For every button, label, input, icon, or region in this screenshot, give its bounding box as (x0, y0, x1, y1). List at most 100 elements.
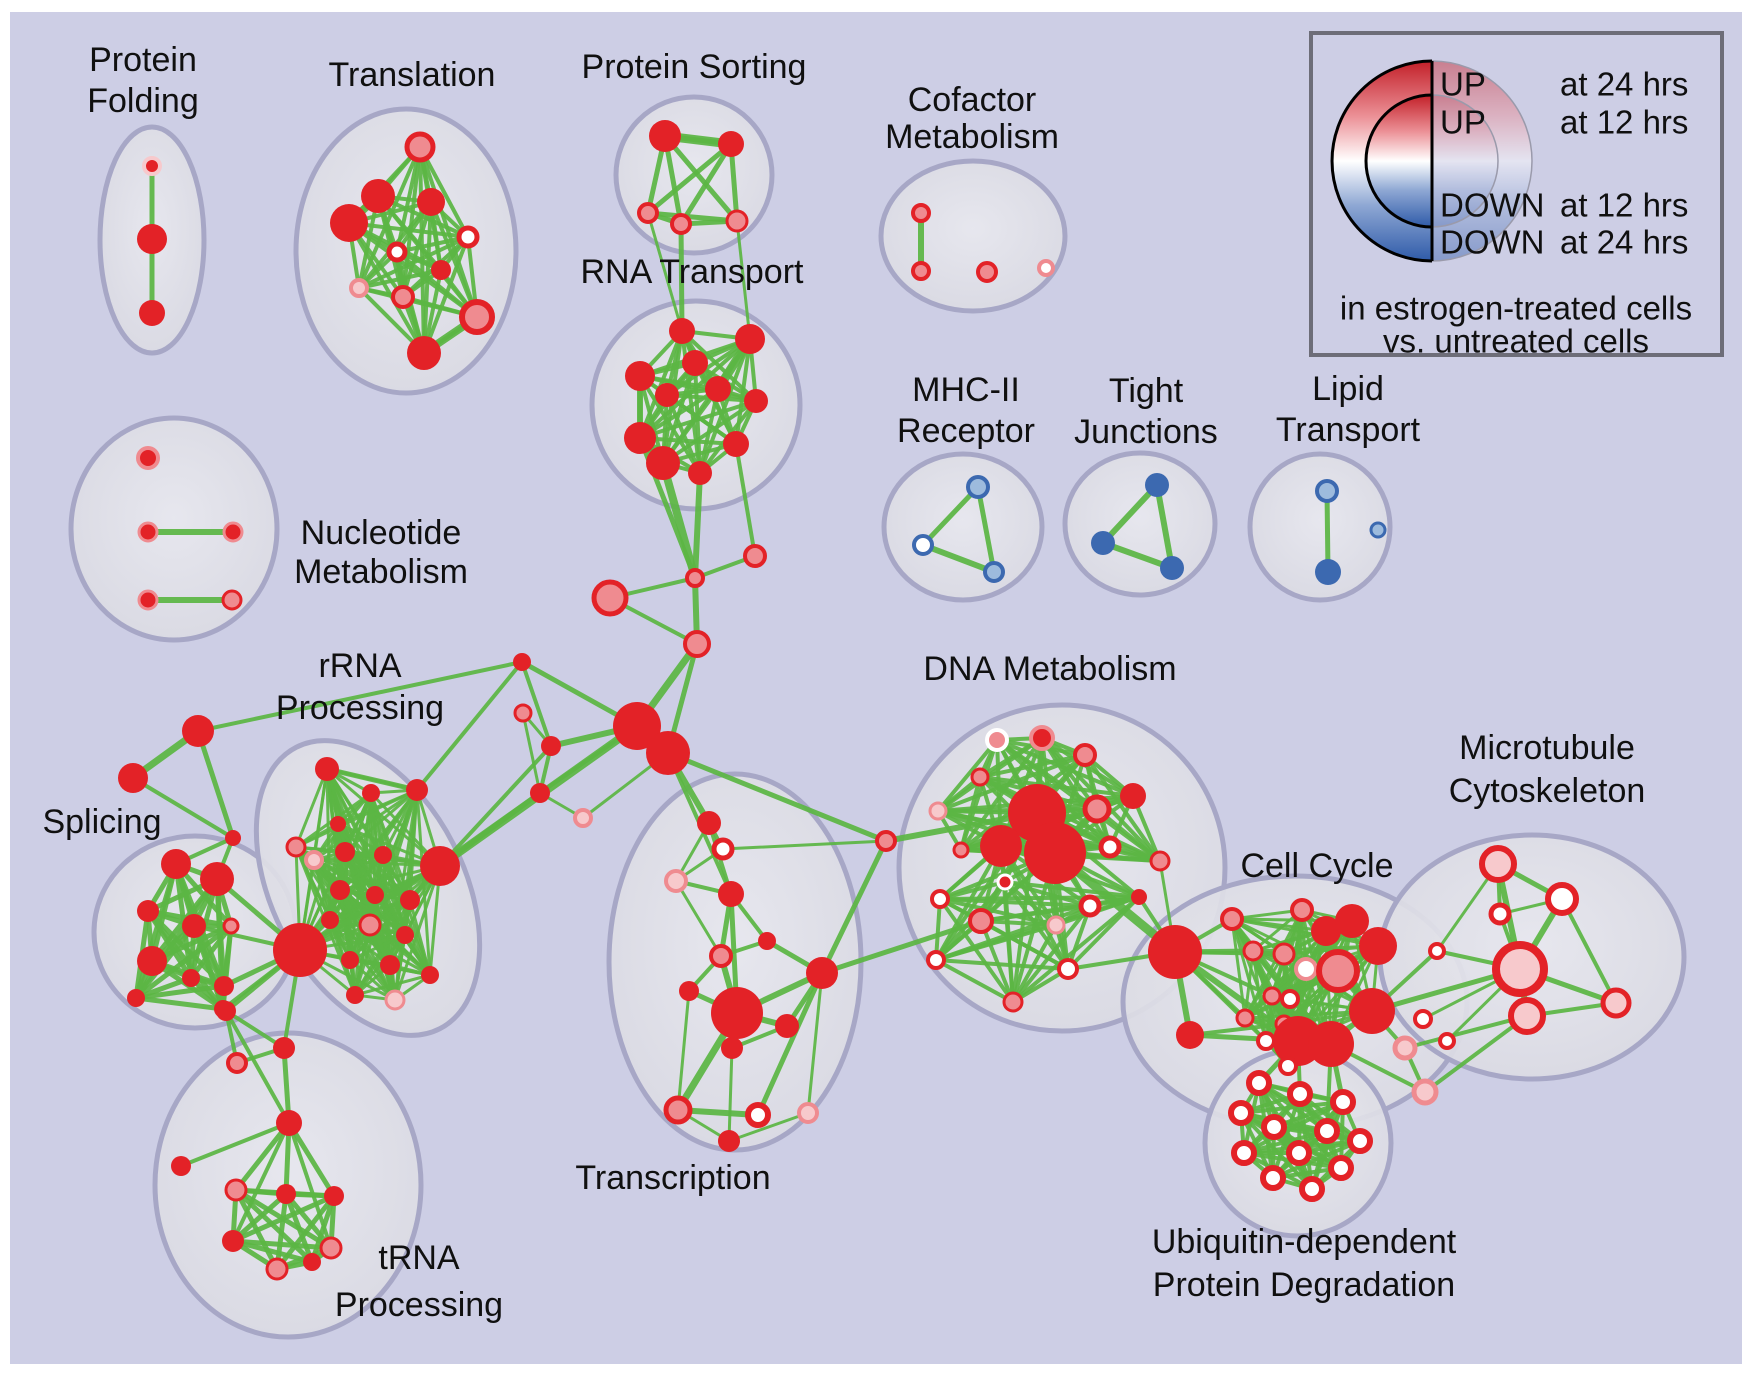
node-MH-0 (966, 475, 990, 499)
node-UB-2 (1228, 1100, 1254, 1126)
node-CN-2 (591, 579, 629, 617)
edge-TX (806, 971, 824, 1115)
node-MT-10 (1411, 1078, 1439, 1106)
node-TX-14 (718, 1130, 740, 1152)
edge-DM (1011, 923, 1058, 1004)
node-TR-7 (349, 278, 369, 298)
node-CC-2 (1220, 907, 1244, 931)
node-CC-10 (1316, 949, 1360, 993)
node-CN-13 (225, 830, 241, 846)
node-RR-4 (285, 836, 307, 858)
edge-layer (129, 131, 1619, 1272)
node-MT-9 (1392, 1035, 1418, 1061)
legend-direction-0: UP (1440, 66, 1486, 103)
node-CC-1 (1176, 1021, 1204, 1049)
edge-RT-CN (692, 470, 703, 581)
cluster-label-TJ: Tight Junctions (1074, 372, 1218, 451)
edge-CN (196, 660, 524, 733)
cluster-label-line: Junctions (1074, 413, 1218, 451)
node-RT-10 (688, 461, 712, 485)
node-SP-9 (127, 989, 145, 1007)
node-TR-1 (361, 179, 395, 213)
node-CM-0 (911, 203, 931, 223)
node-TR-2 (417, 188, 445, 216)
node-TP-3 (276, 1110, 302, 1136)
edge-DM (934, 897, 942, 962)
edge-TJ (1100, 540, 1175, 571)
edge-CN (195, 728, 236, 841)
cluster-label-line: Receptor (897, 412, 1035, 450)
edge-PS (678, 141, 734, 227)
node-RR-17 (380, 955, 400, 975)
edge-DM (978, 753, 1087, 779)
edge-UB (1239, 1100, 1345, 1115)
edge-TR (357, 145, 422, 290)
edge-CC (1188, 1022, 1286, 1037)
edge-RR (348, 933, 407, 962)
edge-MT (1423, 1014, 1529, 1094)
legend-time-3: at 24 hrs (1560, 224, 1688, 261)
node-UB-6 (1347, 1128, 1373, 1154)
cluster-label-PS: Protein Sorting (582, 48, 807, 86)
node-RR-6 (335, 842, 355, 862)
edge-PS (662, 133, 740, 224)
edge-TP (231, 1121, 291, 1243)
node-UB-8 (1286, 1140, 1312, 1166)
node-NM-1 (137, 521, 159, 543)
node-MT-1 (1545, 882, 1579, 916)
node-TP-10 (265, 1257, 289, 1281)
edge-DM (936, 738, 999, 813)
node-DM-19 (926, 950, 946, 970)
edge-DM (938, 897, 1015, 1004)
edge-TR (422, 235, 470, 355)
edge-RR (336, 822, 385, 857)
node-PF-1 (137, 224, 167, 254)
node-RR-12 (400, 890, 420, 910)
edge-TP (179, 1121, 291, 1168)
edge-MH (920, 542, 997, 575)
node-UB-4 (1330, 1089, 1356, 1115)
legend-time-2: at 12 hrs (1560, 187, 1688, 224)
edge-TP (224, 1009, 291, 1125)
node-CN-4 (613, 702, 661, 750)
node-CC-12 (1280, 989, 1300, 1009)
node-CC-3 (1290, 898, 1314, 922)
edge-RR (343, 788, 419, 854)
cluster-label-SP: Splicing (42, 803, 161, 841)
node-CN-9 (875, 830, 897, 852)
edge-CN-RR (415, 660, 524, 792)
node-UB-9 (1328, 1155, 1354, 1181)
cluster-label-line: Transport (1276, 411, 1421, 449)
edge-TP (233, 1120, 292, 1193)
cluster-region-TJ (1062, 450, 1218, 598)
legend-outer-left-arc (1330, 59, 1433, 263)
node-CC-0 (1148, 925, 1202, 979)
node-TP-9 (319, 1236, 343, 1260)
node-CC-7 (1242, 940, 1264, 962)
edge-RR (353, 923, 372, 997)
node-LT-2 (1369, 521, 1387, 539)
node-TR-0 (404, 131, 436, 163)
node-CM-1 (911, 261, 931, 281)
node-CN-0 (685, 568, 705, 588)
node-NM-0 (136, 446, 160, 470)
edge-DM (938, 897, 1058, 927)
edge-TP (286, 1120, 337, 1199)
node-UB-5 (1314, 1118, 1340, 1144)
cluster-label-line: Protein Degradation (1153, 1266, 1455, 1304)
edge-CN-RR (437, 790, 543, 869)
cluster-label-RT: RNA Transport (581, 253, 805, 291)
edge-SP (133, 861, 179, 1001)
label-layer: Protein Folding Translation Protein Sorting… (42, 41, 1645, 1324)
node-SP-7 (214, 976, 234, 996)
node-RT-9 (646, 446, 680, 480)
node-UB-11 (1299, 1176, 1325, 1202)
node-TX-7 (711, 987, 763, 1039)
node-CN-8 (573, 808, 593, 828)
node-PS-1 (718, 131, 744, 157)
node-CN-1 (743, 544, 767, 568)
node-RR-3 (330, 816, 346, 832)
cluster-label-line: Microtubule (1459, 729, 1635, 767)
node-RR-15 (396, 926, 414, 944)
edge-TR (357, 268, 443, 290)
